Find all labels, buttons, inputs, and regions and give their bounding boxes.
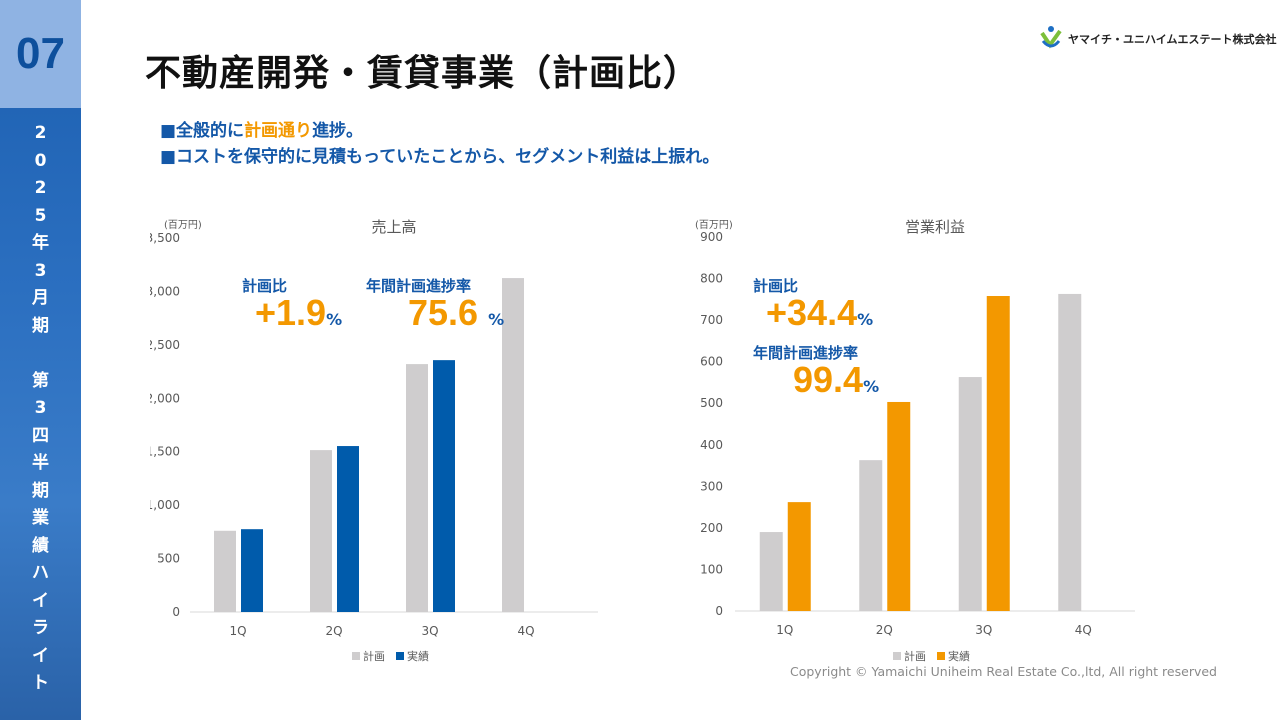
copyright: Copyright © Yamaichi Uniheim Real Estate… — [790, 664, 1217, 679]
legend-swatch-plan — [352, 652, 360, 660]
bar-plan-2Q — [310, 450, 332, 612]
bar-plan-3Q — [958, 377, 982, 611]
legend-swatch-plan — [893, 652, 901, 660]
bar-actual-1Q — [241, 529, 263, 612]
bar-plan-3Q — [406, 364, 428, 612]
bullet-text: ■全般的に — [160, 121, 245, 141]
sales-kpi-label-1: 計画比 — [242, 277, 288, 295]
kpi-value: 75.6 — [408, 292, 479, 333]
logo-icon — [1040, 26, 1062, 49]
x-tick-label: 1Q — [229, 624, 246, 638]
bar-actual-3Q — [986, 296, 1010, 611]
legend-plan: 計画 — [904, 649, 926, 663]
chart-title: 売上高 — [371, 218, 416, 236]
y-tick-label: 500 — [157, 552, 180, 566]
bullet-2: ■コストを保守的に見積もっていたことから、セグメント利益は上振れ。 — [160, 142, 719, 167]
x-tick-label: 3Q — [421, 624, 438, 638]
x-tick-label: 3Q — [975, 623, 992, 637]
operating-profit-chart: 営業利益 (百万円) 0 100 200 300 400 500 600 700 800 900 1Q 2… — [695, 218, 1135, 663]
bullet-highlight: 計画通り — [244, 121, 313, 141]
profit-kpi-1: +34.4% — [766, 292, 873, 334]
y-tick-label: 1,500 — [150, 445, 180, 459]
y-tick-label: 2,500 — [150, 338, 180, 352]
bullet-1: ■全般的に計画通り進捗。 — [160, 116, 363, 141]
y-tick-label: 1,000 — [150, 498, 180, 512]
bar-plan-4Q — [1058, 293, 1082, 611]
kpi-value: +34.4 — [766, 292, 858, 333]
legend-swatch-actual — [937, 652, 945, 660]
sales-kpi-1: +1.9% — [255, 292, 342, 334]
legend-actual: 実績 — [948, 649, 970, 663]
sidebar: 07 2 0 2 5 年 3 月 期 第 3 四 半 期 業 績 ハ イ ラ イ… — [0, 0, 81, 720]
y-tick-label: 100 — [700, 562, 723, 576]
chart-title: 営業利益 — [905, 218, 965, 236]
bar-actual-2Q — [887, 401, 911, 611]
y-tick-label: 500 — [700, 396, 723, 410]
y-tick-label: 2,000 — [150, 391, 180, 405]
y-tick-label: 200 — [700, 521, 723, 535]
x-tick-label: 4Q — [517, 624, 534, 638]
kpi-unit: % — [488, 310, 505, 329]
x-tick-label: 1Q — [776, 623, 793, 637]
profit-kpi-2: 99.4% — [793, 359, 879, 401]
x-tick-label: 2Q — [876, 623, 893, 637]
section-number: 07 — [0, 0, 81, 108]
bar-actual-1Q — [787, 502, 811, 611]
kpi-value: 99.4 — [793, 359, 864, 400]
y-tick-label: 800 — [700, 272, 723, 286]
bar-plan-1Q — [759, 532, 783, 611]
legend-plan: 計画 — [363, 649, 385, 663]
unit-label: (百万円) — [164, 219, 202, 231]
sales-kpi-2: 75.6% — [408, 292, 504, 334]
y-tick-label: 600 — [700, 355, 723, 369]
kpi-unit: % — [326, 310, 343, 329]
bar-plan-1Q — [214, 530, 236, 612]
y-tick-label: 3,500 — [150, 231, 180, 245]
y-tick-label: 300 — [700, 479, 723, 493]
y-tick-label: 900 — [700, 230, 723, 244]
page-title: 不動産開発・賃貸事業（計画比） — [145, 53, 701, 94]
y-tick-label: 0 — [715, 604, 723, 618]
y-tick-label: 0 — [172, 605, 180, 619]
company-name: ヤマイチ・ユニハイムエステート株式会社 — [1068, 33, 1277, 46]
bar-actual-2Q — [337, 446, 359, 612]
bar-plan-4Q — [502, 278, 524, 612]
bullet-text: ■コストを保守的に見積もっていたことから、セグメント利益は上振れ。 — [160, 147, 720, 167]
sidebar-vertical-title: 2 0 2 5 年 3 月 期 第 3 四 半 期 業 績 ハ イ ラ イ ト — [32, 123, 49, 693]
company-logo: ヤマイチ・ユニハイムエステート株式会社 — [1040, 25, 1277, 53]
legend-actual: 実績 — [407, 649, 429, 663]
legend-swatch-actual — [396, 652, 404, 660]
bar-actual-3Q — [433, 360, 455, 612]
x-tick-label: 4Q — [1075, 623, 1092, 637]
kpi-value: +1.9 — [255, 292, 327, 333]
y-tick-label: 700 — [700, 313, 723, 327]
profit-kpi-label-1: 計画比 — [753, 277, 799, 295]
profit-kpi-label-2: 年間計画進捗率 — [753, 344, 859, 362]
y-tick-label: 400 — [700, 438, 723, 452]
sales-chart: 売上高 (百万円) 0 500 1,000 1,500 2,000 2,500 3,000 3,5… — [150, 218, 598, 663]
sales-kpi-label-2: 年間計画進捗率 — [366, 277, 472, 295]
unit-label: (百万円) — [695, 219, 733, 231]
kpi-unit: % — [857, 310, 874, 329]
y-tick-label: 3,000 — [150, 284, 180, 298]
x-tick-label: 2Q — [325, 624, 342, 638]
bar-plan-2Q — [859, 460, 883, 611]
bullet-text: 進捗。 — [312, 121, 364, 141]
kpi-unit: % — [863, 377, 880, 396]
